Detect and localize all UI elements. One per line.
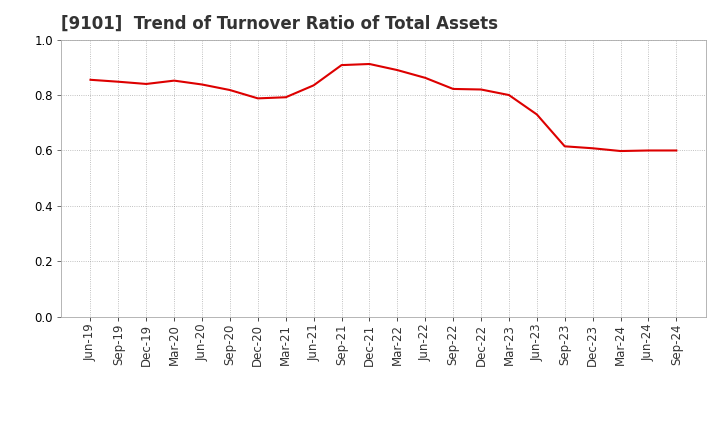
Text: [9101]  Trend of Turnover Ratio of Total Assets: [9101] Trend of Turnover Ratio of Total …	[61, 15, 498, 33]
